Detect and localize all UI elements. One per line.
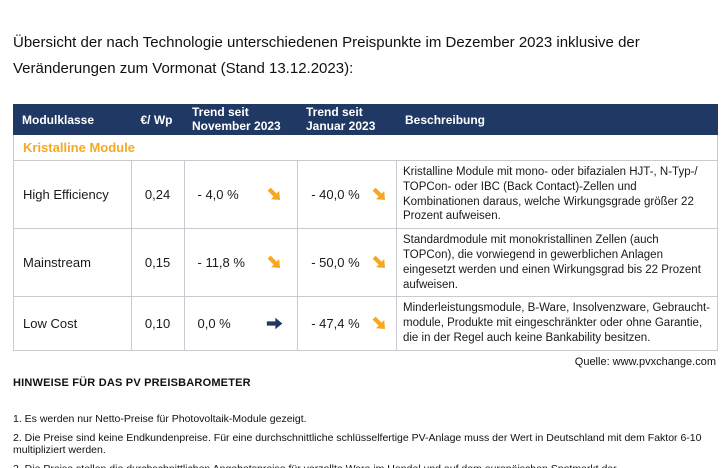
description-cell: Kristalline Module mit mono- oder bifazi…: [395, 161, 717, 229]
document-page: Übersicht der nach Technologie unterschi…: [0, 30, 728, 468]
trend-flat-arrow-icon: [266, 315, 283, 332]
price-cell: 0,10: [130, 297, 184, 350]
trend-januar-value: - 50,0 %: [311, 255, 360, 271]
module-class-cell: High Efficiency: [23, 187, 109, 203]
description-cell: Minderleistungsmodule, B-Ware, Insolvenz…: [395, 297, 717, 350]
module-class-cell: Low Cost: [23, 316, 78, 332]
table-row: Mainstream 0,15 - 11,8 % - 50,0 % Standa…: [14, 228, 717, 297]
header-price: €/ Wp: [140, 112, 173, 127]
notes-section: HINWEISE FÜR DAS PV PREISBAROMETER 1. Es…: [13, 377, 714, 468]
header-modulklasse: Modulklasse: [22, 112, 95, 127]
note-item: 1. Es werden nur Netto-Preise für Photov…: [13, 412, 307, 425]
source-credit: Quelle: www.pvxchange.com: [574, 355, 716, 368]
trend-januar-cell: - 47,4 %: [297, 297, 396, 350]
price-table: Modulklasse €/ Wp Trend seit November 20…: [13, 104, 718, 351]
trend-november-cell: - 11,8 %: [183, 229, 298, 297]
description-cell: Standardmodule mit monokristallinen Zell…: [395, 229, 717, 297]
trend-november-cell: - 4,0 %: [183, 161, 298, 229]
table-row: Low Cost 0,10 0,0 % - 47,4 % Minderleist…: [14, 296, 717, 350]
module-class-cell: Mainstream: [23, 255, 91, 271]
header-trend-november: Trend seit November 2023: [192, 105, 281, 133]
header-trend-januar: Trend seit Januar 2023: [306, 105, 376, 133]
notes-heading: HINWEISE FÜR DAS PV PREISBAROMETER: [13, 376, 251, 389]
trend-down-arrow-icon: [371, 186, 388, 203]
category-row-kristalline-module: Kristalline Module: [23, 140, 135, 155]
trend-januar-cell: - 40,0 %: [297, 161, 396, 229]
trend-down-arrow-icon: [371, 315, 388, 332]
price-cell: 0,24: [130, 161, 184, 229]
trend-down-arrow-icon: [371, 254, 388, 271]
page-title: Übersicht der nach Technologie unterschi…: [13, 34, 640, 77]
trend-januar-value: - 47,4 %: [311, 316, 360, 332]
trend-november-value: 0,0 %: [197, 316, 231, 332]
trend-down-arrow-icon: [266, 254, 283, 271]
trend-november-value: - 11,8 %: [197, 255, 245, 271]
note-item: 2. Die Preise sind keine Endkundenpreise…: [13, 431, 702, 456]
table-header-row: Modulklasse €/ Wp Trend seit November 20…: [13, 104, 718, 135]
table-row: High Efficiency 0,24 - 4,0 % - 40,0 % Kr…: [14, 160, 717, 229]
notes-list: 1. Es werden nur Netto-Preise für Photov…: [13, 413, 714, 468]
table-body: Kristalline Module High Efficiency 0,24 …: [13, 135, 718, 351]
trend-januar-value: - 40,0 %: [311, 187, 360, 203]
trend-november-value: - 4,0 %: [197, 187, 239, 203]
trend-november-cell: 0,0 %: [183, 297, 298, 350]
header-beschreibung: Beschreibung: [405, 112, 486, 127]
note-item: 3. Die Preise stellen die durchschnittli…: [13, 463, 714, 468]
trend-januar-cell: - 50,0 %: [297, 229, 396, 297]
price-cell: 0,15: [130, 229, 184, 297]
trend-down-arrow-icon: [266, 186, 283, 203]
